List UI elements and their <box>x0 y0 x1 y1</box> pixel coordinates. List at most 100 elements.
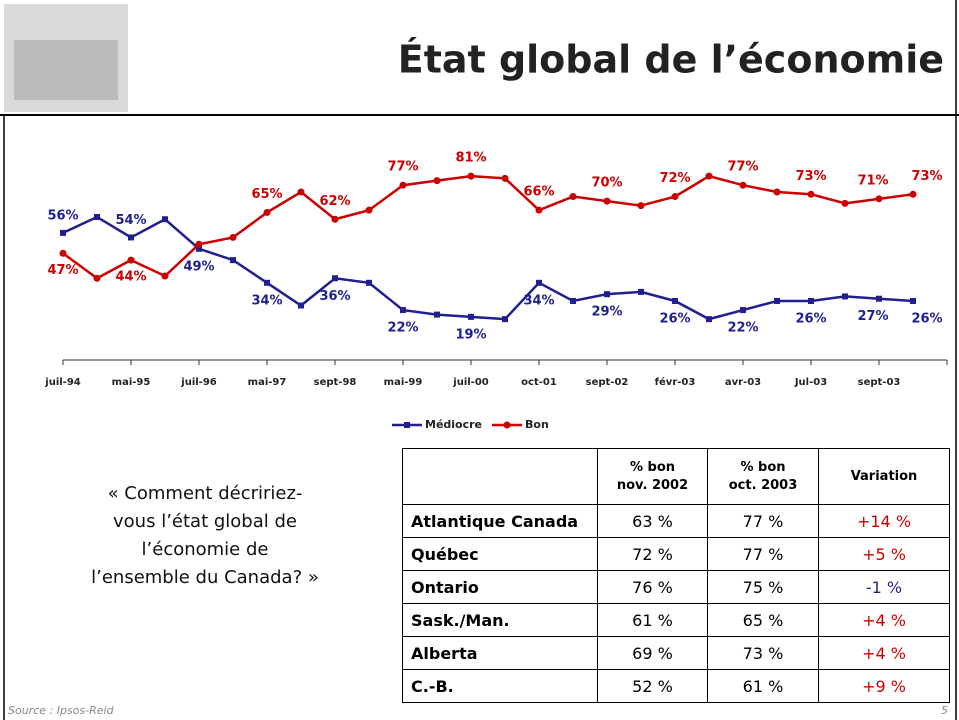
data-label: 70% <box>591 176 622 191</box>
table-row: Alberta69 %73 %+4 % <box>403 637 950 670</box>
marker <box>910 298 916 304</box>
marker <box>570 298 576 304</box>
marker <box>128 257 135 264</box>
building-image-detail <box>14 40 118 100</box>
marker <box>502 175 509 182</box>
marker <box>842 293 848 299</box>
marker <box>740 307 746 313</box>
marker <box>366 207 373 214</box>
marker <box>876 195 883 202</box>
marker <box>400 307 406 313</box>
source: Source : Ipsos-Reid <box>8 704 115 717</box>
header-cell: % bonoct. 2003 <box>708 449 819 505</box>
header-text: oct. 2003 <box>708 477 818 495</box>
x-tick-label: sept-03 <box>858 377 901 388</box>
x-tick-label: oct-01 <box>521 377 557 388</box>
data-label: 77% <box>387 160 418 175</box>
legend-label: Bon <box>525 418 549 431</box>
marker <box>740 182 747 189</box>
data-label: 26% <box>659 311 690 326</box>
header-text: % bon <box>598 459 707 477</box>
slide: État global de l’économie Source : Ipsos… <box>0 0 959 720</box>
data-label: 29% <box>591 305 622 320</box>
x-tick-label: Jul-03 <box>794 377 827 388</box>
marker <box>808 191 815 198</box>
marker <box>604 198 611 205</box>
marker <box>638 289 644 295</box>
x-tick-label: juil-00 <box>452 377 489 388</box>
x-tick-label: avr-03 <box>725 377 761 388</box>
marker <box>604 291 610 297</box>
cell: 77 % <box>708 505 819 538</box>
marker <box>298 303 304 309</box>
data-label: 62% <box>319 194 350 209</box>
question-line: « Comment décririez- <box>40 480 370 508</box>
marker <box>94 275 101 282</box>
data-label: 36% <box>319 289 350 304</box>
region: Atlantique Canada <box>403 505 598 538</box>
data-label: 27% <box>857 309 888 324</box>
cell: 72 % <box>598 538 708 571</box>
cell: 63 % <box>598 505 708 538</box>
marker <box>876 296 882 302</box>
question-line: l’économie de <box>40 536 370 564</box>
data-label: 44% <box>115 270 146 285</box>
data-label: 72% <box>659 171 690 186</box>
marker <box>468 173 475 180</box>
cell: 77 % <box>708 538 819 571</box>
data-label: 22% <box>387 321 418 336</box>
marker <box>230 257 236 263</box>
data-label: 73% <box>795 169 826 184</box>
cell: +5 % <box>819 538 950 571</box>
table-row: Ontario76 %75 %-1 % <box>403 571 950 604</box>
x-tick-label: juil-96 <box>180 377 217 388</box>
x-tick-label: mai-97 <box>248 377 287 388</box>
data-label: 66% <box>523 185 554 200</box>
cell: 61 % <box>598 604 708 637</box>
data-label: 19% <box>455 327 486 342</box>
data-label: 56% <box>47 208 78 223</box>
cell: 65 % <box>708 604 819 637</box>
header-row: % bonnov. 2002% bonoct. 2003Variation <box>403 449 950 505</box>
region: Québec <box>403 538 598 571</box>
cell: +4 % <box>819 637 950 670</box>
region: C.-B. <box>403 670 598 703</box>
marker <box>808 298 814 304</box>
marker <box>332 275 338 281</box>
data-label: 65% <box>251 187 282 202</box>
marker <box>264 280 270 286</box>
region: Ontario <box>403 571 598 604</box>
data-label: 26% <box>911 311 942 326</box>
data-label: 77% <box>727 160 758 175</box>
marker <box>366 280 372 286</box>
marker <box>298 189 305 196</box>
data-label: 54% <box>115 213 146 228</box>
marker <box>162 216 168 222</box>
cell: 69 % <box>598 637 708 670</box>
region: Alberta <box>403 637 598 670</box>
marker <box>502 316 508 322</box>
x-tick-label: sept-02 <box>586 377 629 388</box>
marker <box>536 280 542 286</box>
data-label: 81% <box>455 151 486 166</box>
question: « Comment décririez-vous l’état global d… <box>40 480 370 592</box>
x-tick-label: févr-03 <box>655 376 696 388</box>
cell: +4 % <box>819 604 950 637</box>
marker <box>468 314 474 320</box>
marker <box>672 298 678 304</box>
cell: 76 % <box>598 571 708 604</box>
data-label: 26% <box>795 311 826 326</box>
data-label: 49% <box>183 259 214 274</box>
data-label: 47% <box>47 263 78 278</box>
marker <box>60 230 66 236</box>
marker <box>910 191 917 198</box>
marker <box>536 207 543 214</box>
question-line: vous l’état global de <box>40 508 370 536</box>
legend-marker <box>404 422 410 428</box>
header-cell: % bonnov. 2002 <box>598 449 708 505</box>
header-cell <box>403 449 598 505</box>
cell: 73 % <box>708 637 819 670</box>
marker <box>332 216 339 223</box>
